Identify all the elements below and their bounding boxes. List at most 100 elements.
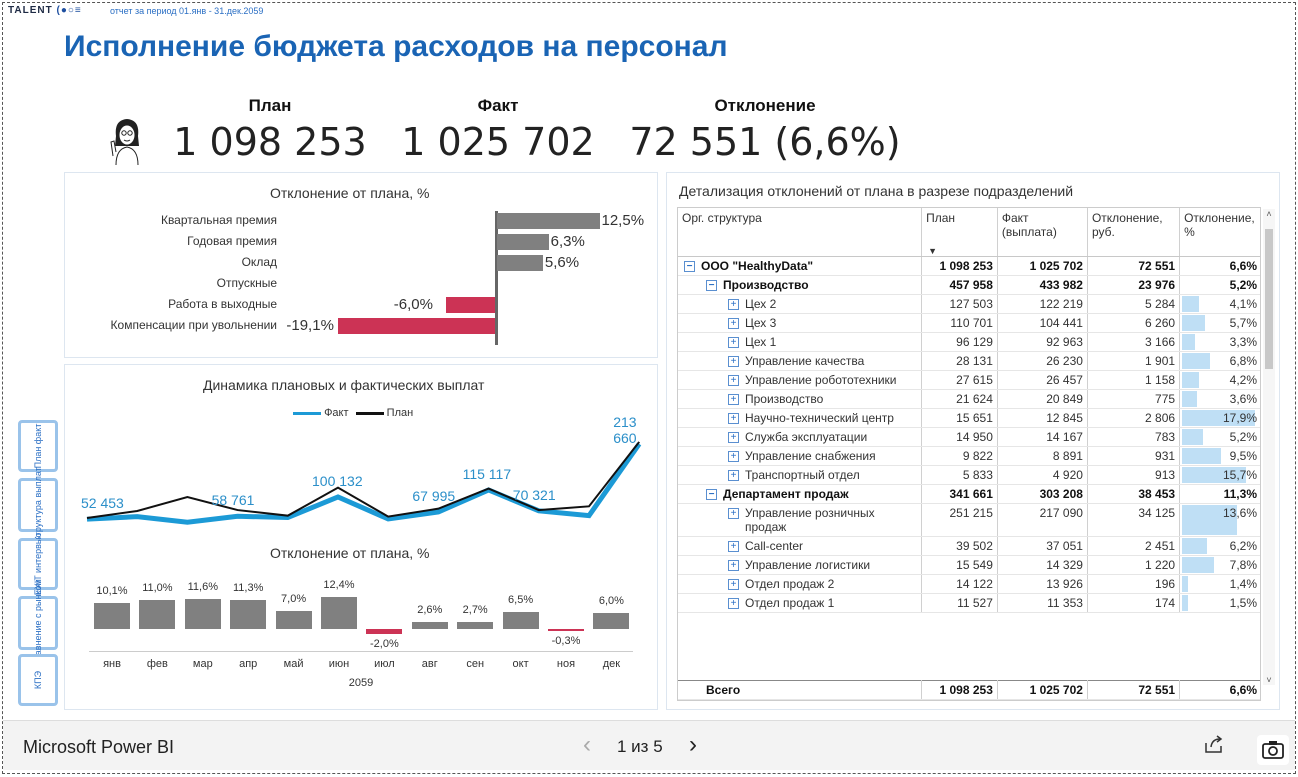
org-name: Управление снабжения [745, 448, 876, 463]
line-chart [86, 441, 642, 525]
collapse-icon[interactable]: − [706, 279, 717, 291]
scroll-down-icon[interactable]: ˅ [1266, 675, 1272, 685]
scroll-up-icon[interactable]: ˄ [1266, 209, 1272, 219]
org-name: Цех 3 [745, 315, 777, 330]
col-dev-rub[interactable]: Отклонение, руб. [1087, 208, 1181, 257]
prev-page-icon[interactable]: ‹ [583, 731, 591, 758]
dev-cell: 783 [1087, 427, 1181, 447]
next-page-icon[interactable]: › [689, 731, 697, 758]
pct-cell: 3,6% [1179, 389, 1260, 409]
pct-databar [1182, 295, 1199, 312]
dev-cell: 2 451 [1087, 536, 1181, 556]
table-row[interactable]: − Производство 457 958 433 982 23 976 5,2% [678, 275, 1260, 295]
table-row[interactable]: + Цех 3 110 701 104 441 6 260 5,7% [678, 313, 1260, 333]
expand-icon[interactable]: + [728, 431, 739, 443]
pct-cell: 13,6% [1179, 503, 1260, 537]
collapse-icon[interactable]: − [706, 488, 717, 500]
expand-icon[interactable]: + [728, 597, 739, 609]
legend-fact: Факт [324, 407, 349, 419]
expand-icon[interactable]: + [728, 578, 739, 590]
month-bar [275, 610, 312, 629]
table-row[interactable]: − ООО "HealthyData" 1 098 253 1 025 702 72 5… [678, 256, 1260, 276]
table-row[interactable]: + Отдел продаж 2 14 122 13 926 196 1,4% [678, 574, 1260, 594]
expand-icon[interactable]: + [728, 450, 739, 462]
fact-cell: 104 441 [997, 313, 1088, 333]
camera-button[interactable] [1257, 735, 1289, 765]
nav-tab-plan-fact[interactable]: План факт [18, 420, 58, 472]
pct-databar [1182, 594, 1189, 611]
org-name: Отдел продаж 2 [745, 576, 835, 591]
table-row[interactable]: + Цех 1 96 129 92 963 3 166 3,3% [678, 332, 1260, 352]
fact-cell: 1 025 702 [997, 256, 1088, 276]
org-name: Управление робототехники [745, 372, 897, 387]
expand-icon[interactable]: + [728, 469, 739, 481]
month-bar [230, 599, 267, 629]
expand-icon[interactable]: + [728, 374, 739, 386]
org-name: Цех 1 [745, 334, 777, 349]
dev-cell: 72 551 [1087, 256, 1181, 276]
table-row[interactable]: − Департамент продаж 341 661 303 208 38 453 1… [678, 484, 1260, 504]
category-label: Годовая премия [187, 234, 277, 248]
share-icon[interactable] [1203, 733, 1225, 755]
month-tick-label: фев [146, 658, 168, 670]
month-bar-label: -2,0% [370, 638, 399, 651]
nav-tab-structure[interactable]: Структура выплат [18, 467, 58, 543]
dev-cell: 5 284 [1087, 294, 1181, 314]
series-fact-line [86, 442, 642, 525]
fact-cell: 14 167 [997, 427, 1088, 447]
report-period: отчет за период 01.янв - 31.дек.2059 [110, 6, 264, 16]
month-bar [502, 612, 539, 629]
pct-databar [1182, 447, 1221, 464]
table-row[interactable]: + Управление снабжения 9 822 8 891 931 9,5% [678, 446, 1260, 466]
expand-icon[interactable]: + [728, 317, 739, 329]
expand-icon[interactable]: + [728, 393, 739, 405]
expand-icon[interactable]: + [728, 412, 739, 424]
line-legend: Факт План [293, 407, 413, 419]
pct-databar [1182, 352, 1210, 369]
expand-icon[interactable]: + [728, 507, 739, 519]
pct-databar [1182, 390, 1197, 407]
dev-cell: 775 [1087, 389, 1181, 409]
nav-tab-exit[interactable]: EXIT интервью [18, 533, 58, 595]
col-dev-pct[interactable]: Отклонение, % [1179, 208, 1260, 257]
kpi-deviation-value: 72 551 (6,6%) [629, 120, 901, 164]
fact-cell: 303 208 [997, 484, 1088, 504]
month-bar [139, 600, 176, 629]
scroll-thumb[interactable] [1265, 229, 1273, 369]
table-row[interactable]: + Научно-технический центр 15 651 12 845 2 8… [678, 408, 1260, 428]
table-row[interactable]: + Служба эксплуатации 14 950 14 167 783 5,2% [678, 427, 1260, 447]
table-row[interactable]: + Отдел продаж 1 11 527 11 353 174 1,5% [678, 593, 1260, 613]
collapse-icon[interactable]: − [684, 260, 695, 272]
pct-databar [1182, 466, 1246, 483]
expand-icon[interactable]: + [728, 559, 739, 571]
series-plan-line [86, 441, 640, 519]
col-org[interactable]: Орг. структура [678, 208, 923, 257]
nav-tab-kpi[interactable]: КПЭ [18, 654, 58, 706]
table-title: Детализация отклонений от плана в разрез… [679, 183, 1074, 199]
expand-icon[interactable]: + [728, 355, 739, 367]
expand-icon[interactable]: + [728, 298, 739, 310]
org-name: Служба эксплуатации [745, 429, 868, 444]
line-data-label: 52 453 [81, 495, 124, 512]
table-row[interactable]: + Управление робототехники 27 615 26 457 1 1… [678, 370, 1260, 390]
total-fact: 1 025 702 [997, 680, 1088, 700]
table-row[interactable]: + Транспортный отдел 5 833 4 920 913 15,7% [678, 465, 1260, 485]
table-row[interactable]: + Call-center 39 502 37 051 2 451 6,2% [678, 536, 1260, 556]
pct-cell: 7,8% [1179, 555, 1260, 575]
plan-cell: 11 527 [921, 593, 998, 613]
kpi-deviation: Отклонение 72 551 (6,6%) [624, 92, 906, 164]
expand-icon[interactable]: + [728, 336, 739, 348]
col-plan[interactable]: План ▼ [921, 208, 998, 257]
table-row[interactable]: + Управление розничных продаж 251 215 217 0… [678, 503, 1260, 537]
plan-cell: 21 624 [921, 389, 998, 409]
table-row[interactable]: + Цех 2 127 503 122 219 5 284 4,1% [678, 294, 1260, 314]
col-fact[interactable]: Факт (выплата) [997, 208, 1088, 257]
table-scrollbar[interactable]: ˄ ˅ [1263, 209, 1275, 685]
total-pct: 6,6% [1179, 680, 1260, 700]
expand-icon[interactable]: + [728, 540, 739, 552]
table-row[interactable]: + Управление логистики 15 549 14 329 1 220 7,… [678, 555, 1260, 575]
table-row[interactable]: + Производство 21 624 20 849 775 3,6% [678, 389, 1260, 409]
table-row[interactable]: + Управление качества 28 131 26 230 1 901 6,8… [678, 351, 1260, 371]
kpi-deviation-label: Отклонение [714, 96, 816, 115]
nav-tab-market[interactable]: Сравнение с рынком [18, 579, 58, 667]
